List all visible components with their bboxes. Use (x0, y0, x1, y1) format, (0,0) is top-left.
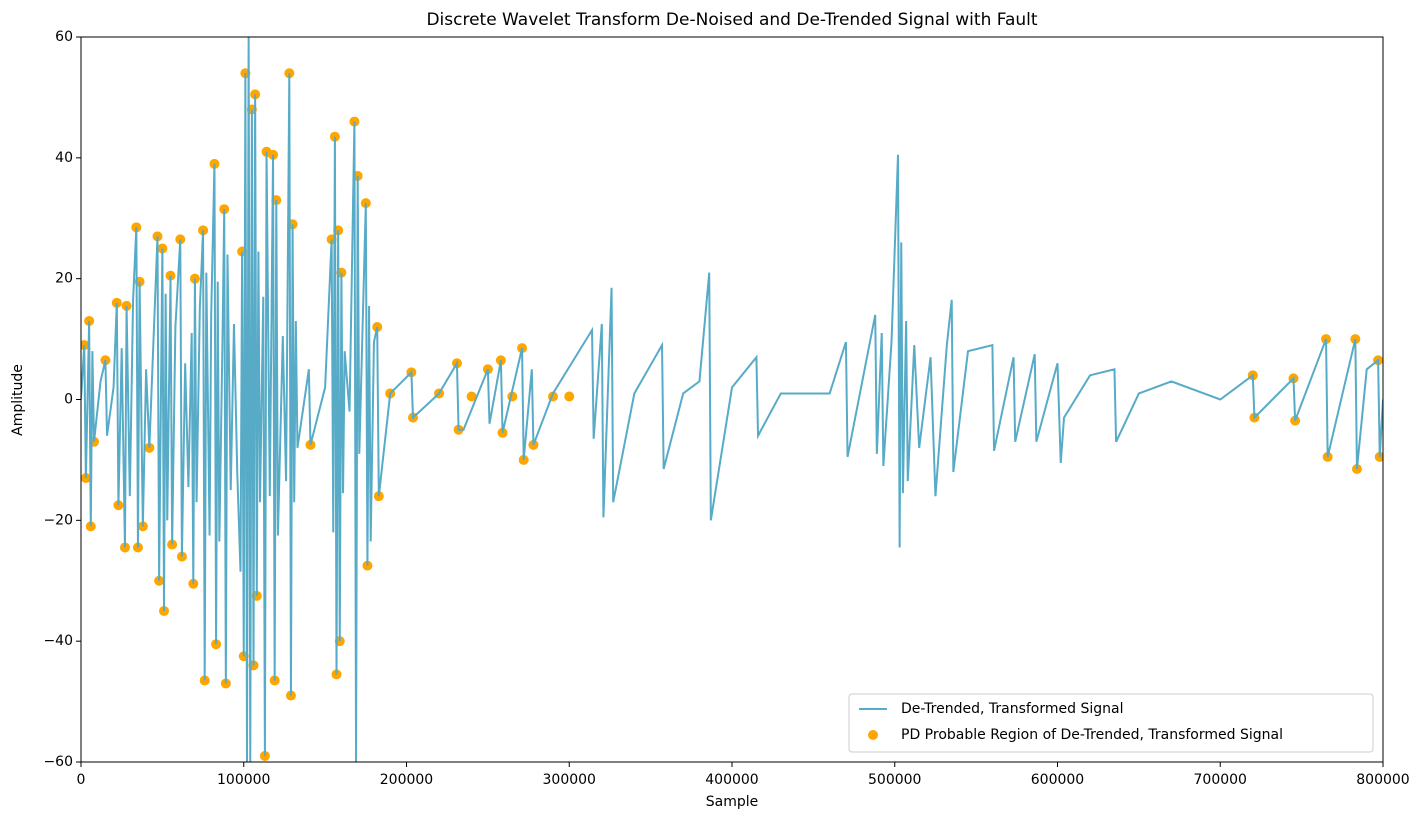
x-tick-label: 800000 (1356, 772, 1409, 788)
y-tick-label: 60 (55, 29, 73, 45)
x-axis-label: Sample (706, 794, 759, 810)
x-tick-label: 400000 (705, 772, 758, 788)
scatter-point (250, 89, 261, 100)
y-tick-label: 20 (55, 271, 73, 287)
scatter-point (466, 391, 477, 402)
scatter-point (188, 578, 199, 589)
y-tick-label: 40 (55, 150, 73, 166)
legend: De-Trended, Transformed Signal PD Probabl… (848, 693, 1374, 753)
x-tick-label: 500000 (868, 772, 921, 788)
y-tick-label: −20 (43, 512, 73, 528)
x-tick-label: 100000 (217, 772, 270, 788)
legend-label: De-Trended, Transformed Signal (901, 701, 1123, 717)
legend-label: PD Probable Region of De-Trended, Transf… (901, 727, 1283, 743)
scatter-point (176, 551, 187, 562)
x-tick-label: 700000 (1194, 772, 1247, 788)
scatter-point (564, 391, 575, 402)
y-axis-label: Amplitude (10, 364, 26, 436)
x-tick-label: 300000 (543, 772, 596, 788)
plot-area (81, 37, 1383, 762)
scatter-point (132, 542, 143, 553)
x-tick-label: 0 (77, 772, 86, 788)
chart-title: Discrete Wavelet Transform De-Noised and… (426, 10, 1037, 30)
legend-box (848, 693, 1374, 753)
y-tick-label: 0 (64, 392, 73, 408)
y-tick-label: −60 (43, 754, 73, 770)
y-tick-label: −40 (43, 633, 73, 649)
legend-marker (868, 730, 878, 740)
signal-line (81, 37, 1383, 762)
x-tick-label: 200000 (380, 772, 433, 788)
x-tick-label: 600000 (1031, 772, 1084, 788)
scatter-point (285, 690, 296, 701)
